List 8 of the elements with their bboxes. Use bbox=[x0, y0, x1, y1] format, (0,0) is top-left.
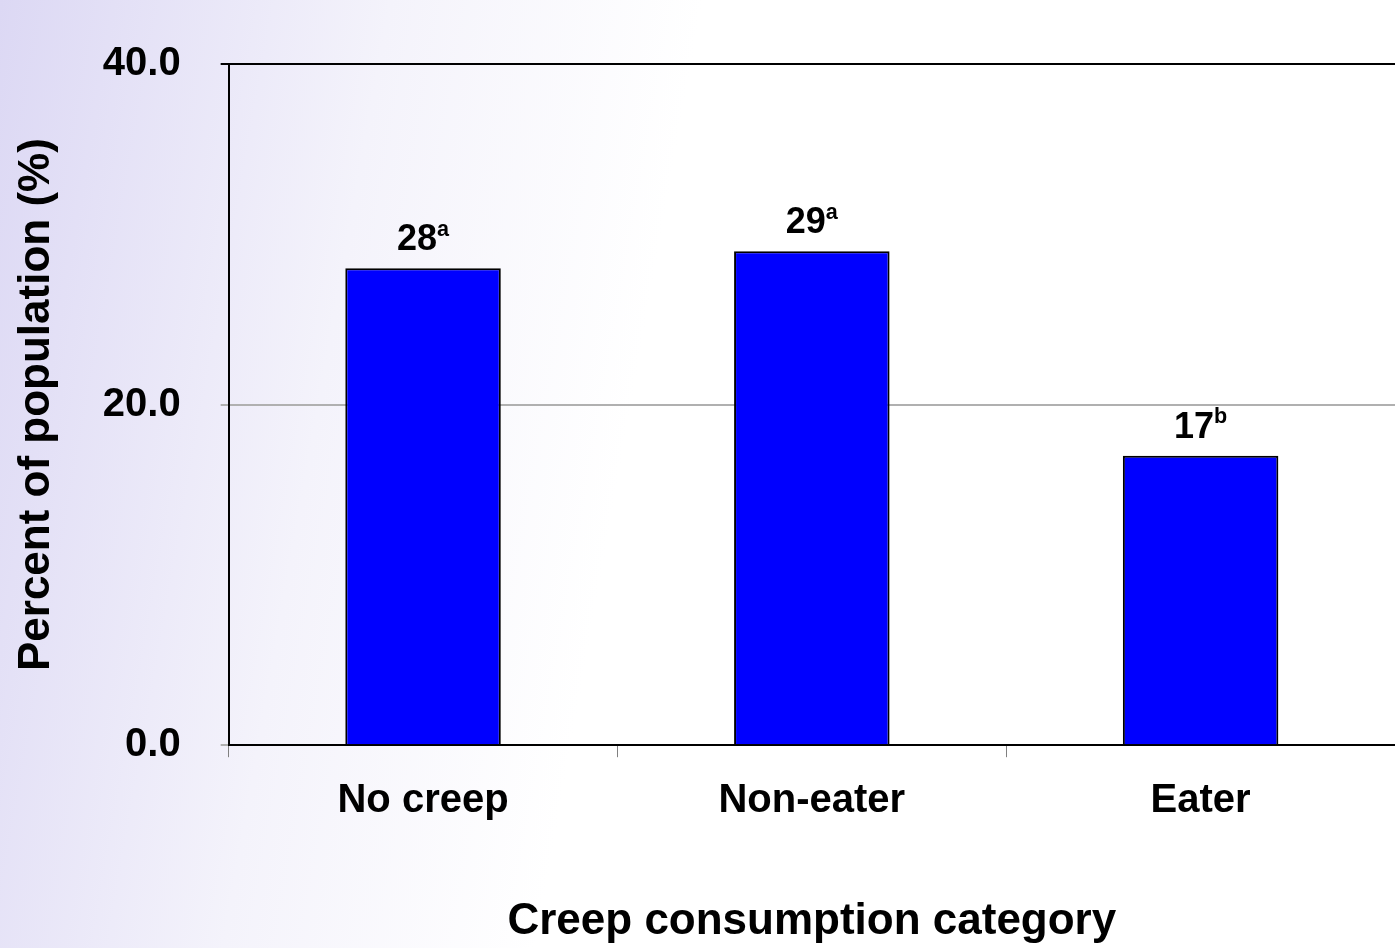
y-tick-label: 20.0 bbox=[102, 379, 181, 424]
y-tick-label: 0.0 bbox=[125, 720, 181, 765]
x-axis-title: Creep consumption category bbox=[507, 893, 1117, 943]
y-axis-title: Percent of population (%) bbox=[8, 138, 58, 672]
x-tick-label: No creep bbox=[337, 776, 509, 821]
y-tick-label: 40.0 bbox=[102, 39, 181, 84]
x-tick-label: Eater bbox=[1150, 776, 1251, 821]
x-tick-label: Non-eater bbox=[718, 776, 906, 821]
